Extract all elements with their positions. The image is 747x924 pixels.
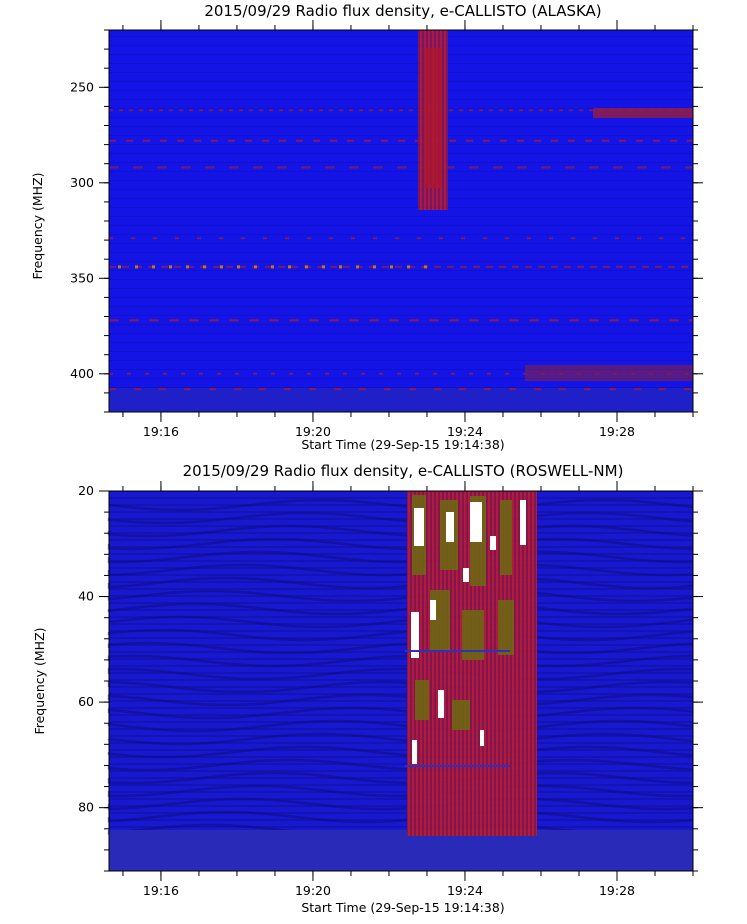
roswell-wave-band xyxy=(107,654,694,668)
panel-roswell: 2015/09/29 Radio flux density, e-CALLIST… xyxy=(32,462,703,915)
roswell-wave-band xyxy=(107,745,694,759)
roswell-texture xyxy=(109,491,693,871)
alaska-y-label: Frequency (MHZ) xyxy=(30,172,45,279)
roswell-ytick-label: 80 xyxy=(78,800,94,815)
alaska-xtick-label: 19:20 xyxy=(295,424,331,439)
alaska-ytick-label: 300 xyxy=(70,175,94,190)
alaska-xtick-label: 19:28 xyxy=(599,424,635,439)
alaska-burst-core xyxy=(424,48,442,188)
alaska-ytick-label: 250 xyxy=(70,79,94,94)
roswell-burst-peak xyxy=(414,508,424,546)
alaska-xtick-label: 19:16 xyxy=(143,424,179,439)
roswell-burst-peak xyxy=(463,568,469,582)
roswell-y-axis: 20 40 60 80 xyxy=(78,483,703,872)
alaska-ytick-label: 400 xyxy=(70,366,94,381)
roswell-burst-detail xyxy=(405,495,526,767)
roswell-wave-band xyxy=(107,537,694,551)
alaska-bottom-band xyxy=(109,388,693,412)
roswell-wave-band xyxy=(107,771,694,785)
roswell-burst-olive xyxy=(452,700,470,730)
roswell-xtick-label: 19:28 xyxy=(599,883,635,898)
roswell-heatmap xyxy=(107,491,694,871)
alaska-texture xyxy=(109,30,693,412)
roswell-wave-band xyxy=(107,797,694,811)
roswell-ytick-label: 60 xyxy=(78,694,94,709)
roswell-wave-band xyxy=(107,680,694,694)
roswell-ytick-label: 20 xyxy=(78,483,94,498)
roswell-burst-peak xyxy=(412,740,417,764)
roswell-ytick-label: 40 xyxy=(78,589,94,604)
roswell-burst-peak xyxy=(470,502,482,542)
roswell-wave-band xyxy=(107,602,694,616)
alaska-ytick-label: 350 xyxy=(70,270,94,285)
roswell-wave-band xyxy=(107,550,694,564)
roswell-burst-peak xyxy=(490,536,496,550)
roswell-burst-olive xyxy=(415,680,429,720)
roswell-wave-band xyxy=(108,498,694,512)
roswell-wave-band xyxy=(107,719,694,733)
roswell-wave-band xyxy=(107,810,694,824)
roswell-burst-peak xyxy=(411,612,419,658)
roswell-burst-peak xyxy=(520,500,526,545)
roswell-wave-band xyxy=(107,576,694,590)
roswell-bottom-band xyxy=(109,830,693,871)
roswell-wave-band xyxy=(107,628,694,642)
roswell-wave-band xyxy=(107,511,694,525)
roswell-x-axis: 19:16 19:20 19:24 19:28 xyxy=(122,481,694,898)
alaska-heatmap xyxy=(109,30,693,412)
roswell-wave-pattern xyxy=(107,498,694,837)
roswell-wave-band xyxy=(107,693,694,707)
roswell-wave-band xyxy=(107,667,694,681)
roswell-wave-band xyxy=(107,641,694,655)
roswell-x-label: Start Time (29-Sep-15 19:14:38) xyxy=(301,900,504,915)
roswell-wave-band xyxy=(107,732,694,746)
alaska-right-band-low xyxy=(525,365,693,381)
roswell-burst-peak xyxy=(430,600,436,620)
alaska-right-band xyxy=(593,108,693,118)
roswell-wave-band xyxy=(108,615,694,629)
roswell-burst-peak xyxy=(438,690,444,718)
roswell-burst-peak xyxy=(480,730,484,746)
alaska-interference-lines xyxy=(109,109,693,391)
roswell-xtick-label: 19:16 xyxy=(143,883,179,898)
alaska-x-label: Start Time (29-Sep-15 19:14:38) xyxy=(301,437,504,452)
roswell-burst-olive xyxy=(462,610,484,660)
roswell-xtick-label: 19:20 xyxy=(295,883,331,898)
roswell-wave-band xyxy=(107,706,694,720)
roswell-wave-band xyxy=(107,784,694,798)
roswell-burst-olive xyxy=(500,500,512,575)
roswell-wave-band xyxy=(107,524,694,538)
roswell-title: 2015/09/29 Radio flux density, e-CALLIST… xyxy=(183,462,624,480)
panel-alaska: 2015/09/29 Radio flux density, e-CALLIST… xyxy=(30,2,703,452)
roswell-y-label: Frequency (MHZ) xyxy=(32,627,47,734)
alaska-title: 2015/09/29 Radio flux density, e-CALLIST… xyxy=(204,2,601,20)
alaska-x-axis: 19:16 19:20 19:24 19:28 xyxy=(122,20,694,439)
roswell-wave-band xyxy=(107,563,694,577)
alaska-y-axis: 250 300 350 400 xyxy=(70,29,703,413)
roswell-wave-band xyxy=(107,758,694,772)
roswell-burst-olive xyxy=(498,600,514,655)
roswell-burst-peak xyxy=(446,512,454,542)
roswell-wave-band xyxy=(107,589,694,603)
roswell-xtick-label: 19:24 xyxy=(447,883,483,898)
alaska-xtick-label: 19:24 xyxy=(447,424,483,439)
